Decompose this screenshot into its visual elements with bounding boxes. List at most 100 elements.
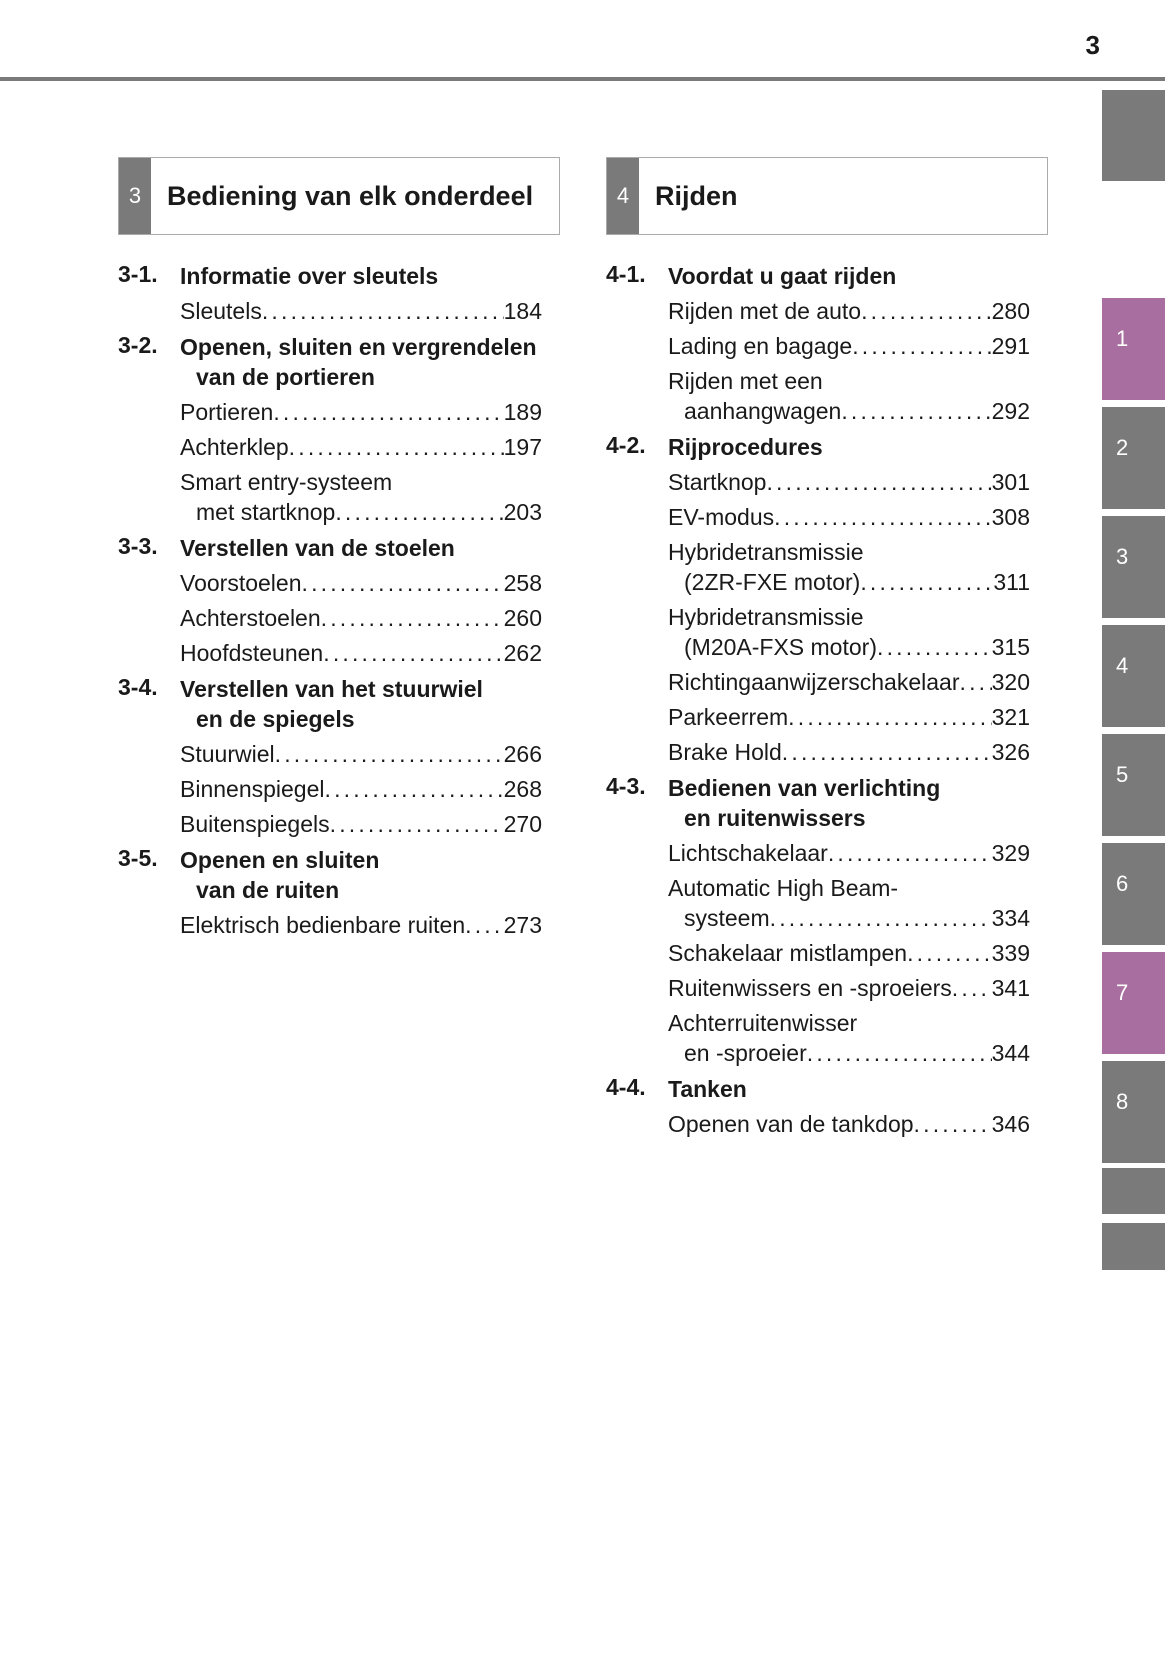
section-title: Rijprocedures — [668, 432, 823, 462]
toc-entry[interactable]: Achterruitenwisser en -sproeier 344 — [668, 1008, 1030, 1068]
toc-entry[interactable]: Binnenspiegel 268 — [180, 774, 542, 804]
toc-entry[interactable]: Parkeerrem 321 — [668, 702, 1030, 732]
entry-page: 184 — [503, 298, 542, 324]
section-title: Verstellen van de stoelen — [180, 533, 455, 563]
entry-page: 326 — [991, 739, 1030, 765]
toc-entry[interactable]: Rijden met de auto 280 — [668, 296, 1030, 326]
chapter-tab-blank-10[interactable] — [1102, 1223, 1165, 1270]
chapter-tab-blank-0[interactable] — [1102, 90, 1165, 181]
toc-entry[interactable]: Sleutels 184 — [180, 296, 542, 326]
chapter-3-column: 3 Bediening van elk onderdeel 3-1. Inform… — [118, 157, 560, 940]
leader-dots — [782, 737, 992, 767]
section-title-line: en ruitenwissers — [684, 805, 866, 831]
toc-entry[interactable]: Achterklep 197 — [180, 432, 542, 462]
toc-entry[interactable]: Hybridetransmissie (M20A-FXS motor) 315 — [668, 602, 1030, 662]
entry-title: Rijden met de auto — [668, 298, 862, 324]
chapter-tab-6[interactable]: 6 — [1102, 843, 1165, 945]
leader-dots — [959, 667, 991, 697]
entry-row: (M20A-FXS motor) 315 — [668, 632, 1030, 662]
toc-entry[interactable]: Startknop 301 — [668, 467, 1030, 497]
toc-entry[interactable]: Voorstoelen 258 — [180, 568, 542, 598]
entry-title: Openen van de tankdop — [668, 1111, 914, 1137]
toc-entry[interactable]: Brake Hold 326 — [668, 737, 1030, 767]
chapter-tab-3[interactable]: 3 — [1102, 516, 1165, 618]
entry-page: 341 — [991, 975, 1030, 1001]
section-heading[interactable]: 3-4. Verstellen van het stuurwiel en de sp… — [118, 674, 560, 734]
leader-dots — [852, 331, 991, 361]
chapter-tab-2[interactable]: 2 — [1102, 407, 1165, 509]
entry-page: 301 — [991, 469, 1030, 495]
chapter-number: 4 — [607, 158, 639, 234]
leader-dots — [907, 938, 992, 968]
entry-title: Richtingaanwijzerschakelaar — [668, 669, 960, 695]
entry-row: (2ZR-FXE motor) 311 — [668, 567, 1030, 597]
section-heading[interactable]: 3-2. Openen, sluiten en vergrendelen van d… — [118, 332, 560, 392]
leader-dots — [952, 973, 992, 1003]
toc-entry[interactable]: Stuurwiel 266 — [180, 739, 542, 769]
section-title: Bedienen van verlichting en ruitenwissers — [668, 773, 940, 833]
entry-page: 308 — [991, 504, 1030, 530]
leader-dots — [323, 638, 503, 668]
chapter-tab-5[interactable]: 5 — [1102, 734, 1165, 836]
entry-title: Binnenspiegel — [180, 776, 325, 802]
toc-entry[interactable]: Smart entry-systeem met startknop 203 — [180, 467, 542, 527]
section-heading[interactable]: 4-2. Rijprocedures — [606, 432, 1048, 462]
leader-dots — [770, 903, 992, 933]
toc-entry[interactable]: Rijden met een aanhangwagen 292 — [668, 366, 1030, 426]
toc-entry[interactable]: Achterstoelen 260 — [180, 603, 542, 633]
leader-dots — [273, 397, 503, 427]
section-heading[interactable]: 3-1. Informatie over sleutels — [118, 261, 560, 291]
chapter-tab-blank-9[interactable] — [1102, 1168, 1165, 1214]
entry-row: Startknop 301 — [668, 467, 1030, 497]
chapter-tab-8[interactable]: 8 — [1102, 1061, 1165, 1163]
toc-entry[interactable]: EV-modus 308 — [668, 502, 1030, 532]
section-heading[interactable]: 3-3. Verstellen van de stoelen — [118, 533, 560, 563]
toc-entry[interactable]: Richtingaanwijzerschakelaar 320 — [668, 667, 1030, 697]
leader-dots — [321, 603, 504, 633]
entry-title: aanhangwagen — [684, 398, 842, 424]
entry-page: 273 — [503, 912, 542, 938]
toc-entry[interactable]: Ruitenwissers en -sproeiers 341 — [668, 973, 1030, 1003]
chapter-tab-1[interactable]: 1 — [1102, 298, 1165, 400]
toc-entry[interactable]: Hoofdsteunen 262 — [180, 638, 542, 668]
toc-entry[interactable]: Schakelaar mistlampen 339 — [668, 938, 1030, 968]
toc-entry[interactable]: Openen van de tankdop 346 — [668, 1109, 1030, 1139]
entry-title: Lading en bagage — [668, 333, 853, 359]
entry-page: 280 — [991, 298, 1030, 324]
toc-entry[interactable]: Elektrisch bedienbare ruiten 273 — [180, 910, 542, 940]
section-heading[interactable]: 4-3. Bedienen van verlichting en ruitenwis… — [606, 773, 1048, 833]
section-title: Informatie over sleutels — [180, 261, 438, 291]
toc-entry[interactable]: Portieren 189 — [180, 397, 542, 427]
entry-page: 346 — [991, 1111, 1030, 1137]
entry-row: Stuurwiel 266 — [180, 739, 542, 769]
entry-row: en -sproeier 344 — [668, 1038, 1030, 1068]
toc-list: 4-1. Voordat u gaat rijden Rijden met de a… — [606, 261, 1048, 1139]
toc-entry[interactable]: Lading en bagage 291 — [668, 331, 1030, 361]
toc-entry[interactable]: Automatic High Beam-systeem 334 — [668, 873, 1030, 933]
leader-dots — [330, 809, 504, 839]
leader-dots — [788, 702, 991, 732]
toc-entry[interactable]: Buitenspiegels 270 — [180, 809, 542, 839]
entry-page: 291 — [991, 333, 1030, 359]
entry-row: Openen van de tankdop 346 — [668, 1109, 1030, 1139]
chapter-header: 3 Bediening van elk onderdeel — [118, 157, 560, 235]
entry-page: 315 — [991, 634, 1030, 660]
section-number: 3-4. — [118, 674, 158, 700]
leader-dots — [465, 910, 504, 940]
chapter-title: Rijden — [655, 180, 738, 211]
toc-entry[interactable]: Hybridetransmissie (2ZR-FXE motor) 311 — [668, 537, 1030, 597]
entry-row: Portieren 189 — [180, 397, 542, 427]
toc-entry[interactable]: Lichtschakelaar 329 — [668, 838, 1030, 868]
entry-title: Ruitenwissers en -sproeiers — [668, 975, 952, 1001]
entry-page: 339 — [991, 940, 1030, 966]
entry-title-line: Hybridetransmissie — [668, 604, 864, 630]
chapter-tab-7[interactable]: 7 — [1102, 952, 1165, 1054]
chapter-tab-4[interactable]: 4 — [1102, 625, 1165, 727]
leader-dots — [877, 632, 992, 662]
entry-page: 329 — [991, 840, 1030, 866]
section-heading[interactable]: 3-5. Openen en sluiten van de ruiten — [118, 845, 560, 905]
section-heading[interactable]: 4-4. Tanken — [606, 1074, 1048, 1104]
entry-page: 258 — [503, 570, 542, 596]
entry-title: Hoofdsteunen — [180, 640, 324, 666]
section-heading[interactable]: 4-1. Voordat u gaat rijden — [606, 261, 1048, 291]
